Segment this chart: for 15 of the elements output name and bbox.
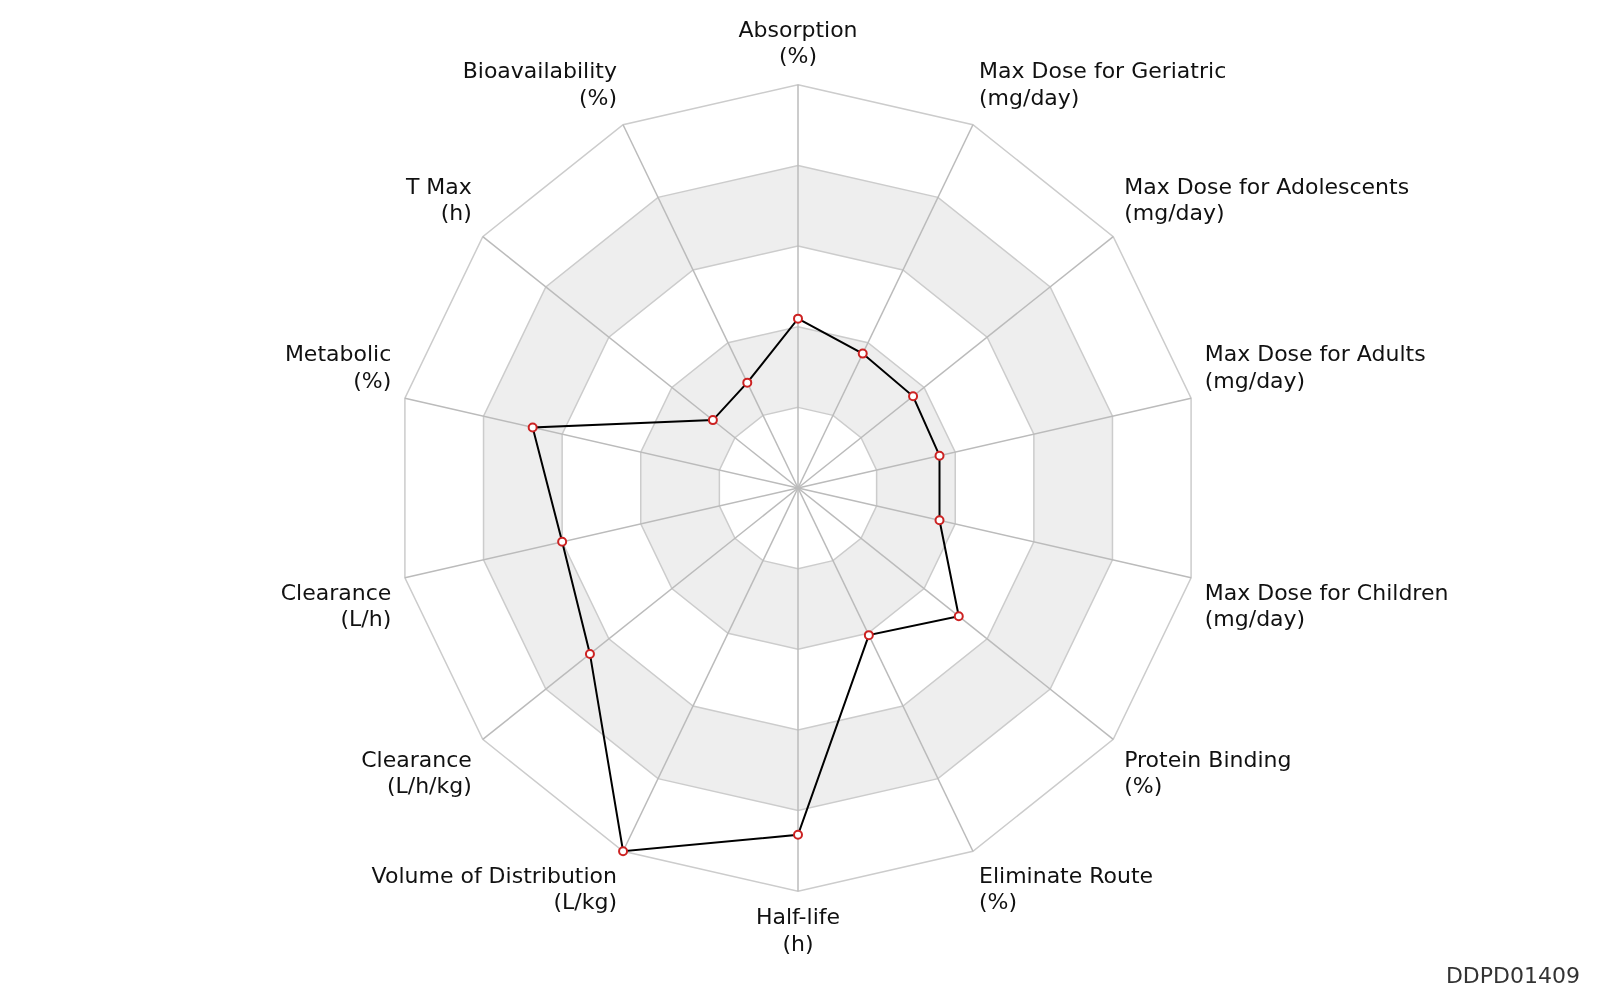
spoke-label: Protein Binding (%): [1124, 747, 1292, 799]
spoke-label: Max Dose for Children (mg/day): [1204, 579, 1449, 632]
spoke-label: T Max (h): [404, 174, 472, 226]
spoke-label: Max Dose for Geriatric (mg/day): [979, 58, 1227, 110]
spoke-label: Volume of Distribution (L/kg): [371, 862, 617, 915]
text: DDPD01409: [1445, 963, 1580, 988]
spoke-label: Clearance (L/h/kg): [361, 747, 472, 799]
spoke-label: Bioavailability (%): [462, 58, 617, 110]
spoke-label: Clearance (L/h): [280, 579, 392, 632]
spoke-label: Max Dose for Adolescents (mg/day): [1124, 174, 1410, 226]
spoke-label: Metabolic (%): [284, 341, 392, 393]
spoke-label: Absorption (%): [738, 16, 858, 69]
spoke-label: Half-life (h): [755, 904, 841, 956]
spoke-label: Max Dose for Adults (mg/day): [1204, 341, 1426, 393]
spoke-label: Eliminate Route (%): [979, 862, 1154, 915]
